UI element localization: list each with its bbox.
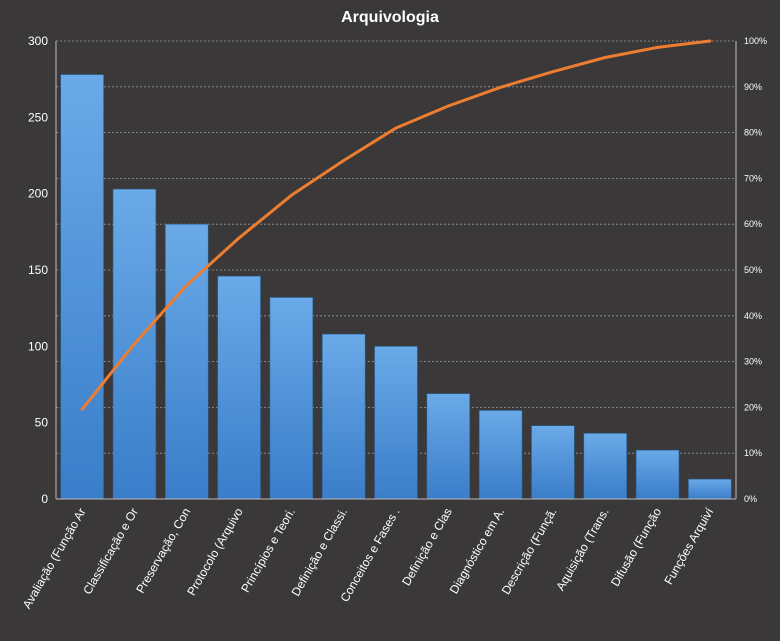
x-tick-label: Avaliação (Função Ar bbox=[20, 505, 89, 611]
y2-tick-label: 40% bbox=[744, 311, 762, 321]
cumulative-point bbox=[342, 159, 346, 163]
bar bbox=[478, 410, 523, 500]
y-tick-label: 0 bbox=[41, 492, 48, 506]
cumulative-point bbox=[603, 55, 607, 59]
bar bbox=[60, 74, 104, 500]
cumulative-point bbox=[708, 39, 712, 43]
y-tick-label: 200 bbox=[28, 187, 48, 201]
cumulative-point bbox=[237, 236, 241, 240]
bar bbox=[688, 478, 732, 500]
y2-tick-label: 10% bbox=[744, 448, 762, 458]
y-tick-label: 50 bbox=[35, 416, 49, 430]
bar bbox=[217, 275, 261, 500]
x-tick-label: Aquisição (Trans. bbox=[553, 506, 612, 593]
axes bbox=[55, 41, 737, 500]
y-tick-label: 150 bbox=[28, 263, 48, 277]
x-tick-label: Conceitos e Fases . bbox=[337, 506, 402, 605]
bar bbox=[531, 425, 575, 500]
cumulative-point bbox=[656, 45, 660, 49]
y2-tick-label: 70% bbox=[744, 173, 762, 183]
bars bbox=[60, 74, 732, 500]
x-tick-label: Diagnóstico em A. bbox=[447, 505, 507, 596]
cumulative-point bbox=[499, 85, 503, 89]
x-tick-label: Descrição (Funçã. bbox=[499, 506, 560, 597]
x-tick-label: Preservação, Con bbox=[133, 506, 193, 596]
chart-title: Arquivologia bbox=[341, 9, 439, 26]
bar bbox=[635, 449, 680, 500]
cumulative-point bbox=[80, 407, 84, 411]
x-tick-label: Funções Arquiví bbox=[661, 505, 716, 587]
cumulative-point bbox=[132, 342, 136, 346]
cumulative-point bbox=[289, 193, 293, 197]
bar bbox=[165, 223, 209, 500]
y-tick-label: 100 bbox=[28, 339, 48, 353]
x-tick-label: Protocolo (Arquivo bbox=[184, 505, 246, 598]
y2-tick-label: 100% bbox=[744, 36, 767, 46]
x-tick-label: Difusão (Função bbox=[608, 505, 664, 589]
bar bbox=[426, 393, 471, 500]
y-tick-label: 300 bbox=[28, 34, 48, 48]
y2-tick-label: 0% bbox=[744, 494, 757, 504]
y2-tick-label: 50% bbox=[744, 265, 762, 275]
bar bbox=[269, 297, 314, 500]
bar bbox=[374, 346, 418, 500]
x-tick-label: Definição e Classi. bbox=[288, 506, 350, 599]
y2-tick-label: 30% bbox=[744, 357, 762, 367]
x-tick-label: Definição e Clas bbox=[399, 506, 455, 589]
cumulative-line-layer bbox=[80, 39, 712, 411]
cumulative-point bbox=[185, 283, 189, 287]
y-tick-label: 250 bbox=[28, 110, 48, 124]
bar bbox=[321, 333, 366, 500]
left-axis-ticks: 0 50 100 150 200 250 300 bbox=[28, 34, 48, 506]
right-axis-ticks: 0% 10% 20% 30% 40% 50% 60% 70% 80% 90% 100% bbox=[744, 36, 767, 504]
y2-tick-label: 20% bbox=[744, 402, 762, 412]
cumulative-point bbox=[446, 104, 450, 108]
bar bbox=[583, 433, 627, 500]
x-tick-label: Classificação e Or bbox=[80, 506, 141, 597]
x-tick-label: Princípios e Teori. bbox=[238, 506, 298, 595]
cumulative-point bbox=[394, 126, 398, 130]
y2-tick-label: 60% bbox=[744, 219, 762, 229]
cumulative-point bbox=[551, 70, 555, 74]
y2-tick-label: 90% bbox=[744, 82, 762, 92]
y2-tick-label: 80% bbox=[744, 128, 762, 138]
